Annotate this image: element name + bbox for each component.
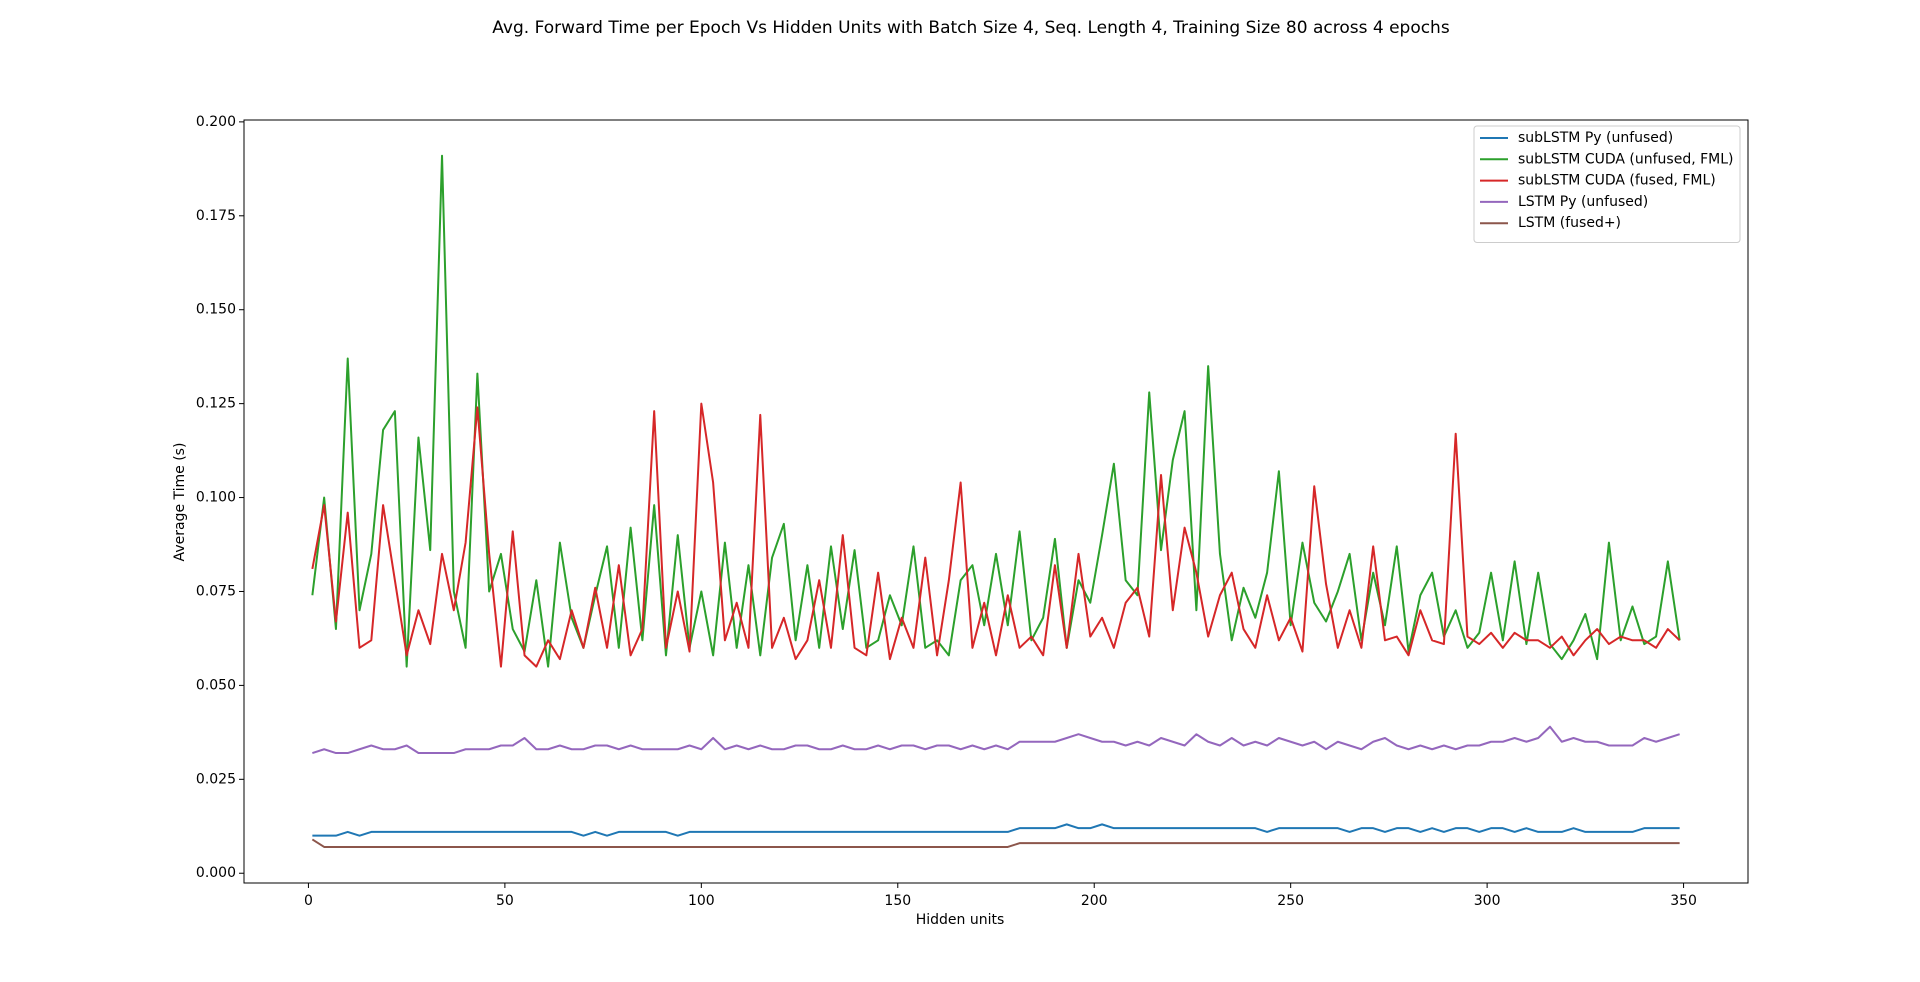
x-tick-label: 250 (1277, 893, 1304, 909)
legend-label: LSTM (fused+) (1518, 215, 1621, 231)
y-tick-label: 0.050 (196, 677, 236, 693)
x-tick-label: 300 (1474, 893, 1501, 909)
x-tick-label: 50 (496, 893, 514, 909)
y-tick-label: 0.200 (196, 114, 236, 130)
legend-label: subLSTM CUDA (fused, FML) (1518, 173, 1716, 189)
legend-label: subLSTM CUDA (unfused, FML) (1518, 151, 1734, 167)
series-line (311, 838, 1680, 848)
y-tick-label: 0.075 (196, 583, 236, 599)
series-line (311, 154, 1681, 668)
x-tick-label: 0 (304, 893, 313, 909)
x-tick-label: 100 (688, 893, 715, 909)
y-tick-label: 0.025 (196, 771, 236, 787)
x-tick-label: 200 (1081, 893, 1108, 909)
y-tick-label: 0.125 (196, 396, 236, 412)
y-tick-label: 0.150 (196, 302, 236, 318)
y-tick-label: 0.100 (196, 490, 236, 506)
x-axis-label: Hidden units (916, 912, 1005, 928)
y-tick-label: 0.000 (196, 865, 236, 881)
legend-label: subLSTM Py (unfused) (1518, 130, 1673, 146)
series-line (312, 725, 1680, 755)
x-tick-label: 150 (884, 893, 911, 909)
series-line (312, 823, 1680, 837)
chart-title: Avg. Forward Time per Epoch Vs Hidden Un… (492, 18, 1450, 38)
legend-box (1473, 125, 1741, 243)
y-tick-label: 0.175 (196, 208, 236, 224)
plot-frame (243, 119, 1749, 884)
series-line (311, 402, 1681, 668)
legend-label: LSTM Py (unfused) (1518, 194, 1648, 210)
x-tick-label: 350 (1670, 893, 1697, 909)
y-axis-label: Average Time (s) (172, 443, 188, 562)
